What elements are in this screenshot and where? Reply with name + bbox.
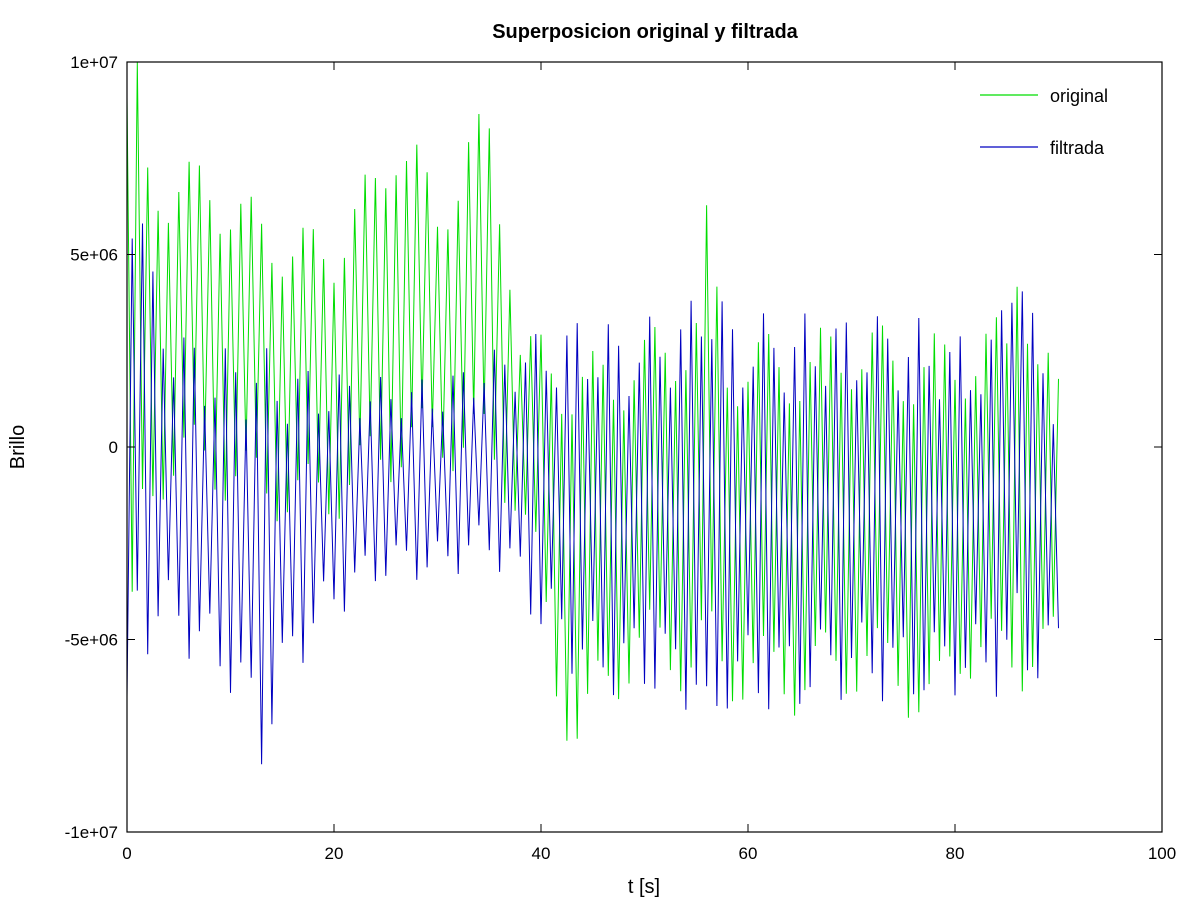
x-tick-label: 40 (532, 844, 551, 863)
series-line-original (127, 62, 1059, 741)
x-tick-label: 20 (325, 844, 344, 863)
y-tick-label: 1e+07 (70, 53, 118, 72)
y-axis-title: Brillo (7, 425, 29, 469)
x-tick-label: 100 (1148, 844, 1176, 863)
x-axis-title: t [s] (628, 876, 660, 898)
x-tick-label: 60 (739, 844, 758, 863)
plot-frame (126, 61, 1163, 833)
x-tick-label: 80 (946, 844, 965, 863)
y-tick-label: -5e+06 (65, 631, 118, 650)
legend-label-filtrada: filtrada (1050, 138, 1105, 158)
y-tick-label: 5e+06 (70, 246, 118, 265)
chart-title: Superposicion original y filtrada (492, 21, 798, 43)
legend: original filtrada (980, 86, 1108, 158)
legend-label-original: original (1050, 86, 1108, 106)
series-line-filtrada (127, 223, 1059, 765)
y-tick-label: 0 (109, 438, 118, 457)
y-tick-label: -1e+07 (65, 823, 118, 842)
x-tick-label: 0 (122, 844, 131, 863)
